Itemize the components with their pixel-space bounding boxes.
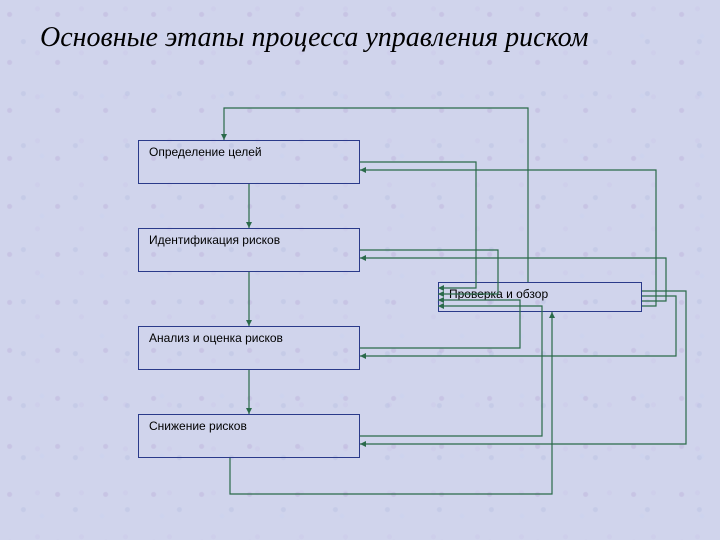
flow-arrows	[0, 0, 720, 540]
node-review: Проверка и обзор	[438, 282, 642, 312]
page-title: Основные этапы процесса управления риско…	[40, 22, 588, 54]
node-reduce: Снижение рисков	[138, 414, 360, 458]
node-review-label: Проверка и обзор	[449, 287, 548, 301]
node-identify: Идентификация рисков	[138, 228, 360, 272]
node-reduce-label: Снижение рисков	[149, 419, 247, 433]
node-analyze-label: Анализ и оценка рисков	[149, 331, 283, 345]
node-identify-label: Идентификация рисков	[149, 233, 280, 247]
node-analyze: Анализ и оценка рисков	[138, 326, 360, 370]
node-goals: Определение целей	[138, 140, 360, 184]
node-goals-label: Определение целей	[149, 145, 262, 159]
